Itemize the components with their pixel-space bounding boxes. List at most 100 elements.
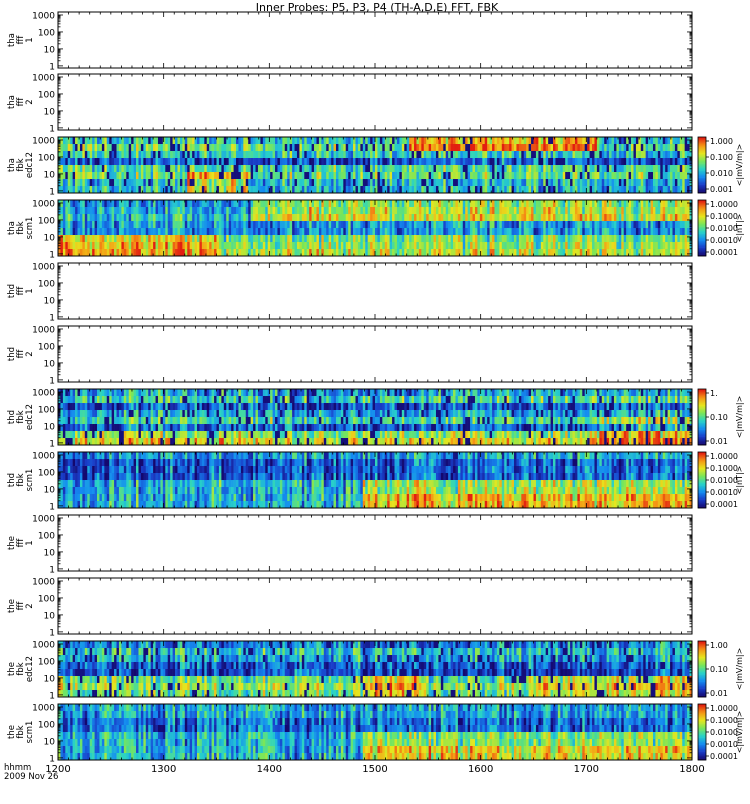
spectrogram-cell <box>480 151 483 158</box>
spectrogram-cell <box>309 235 312 242</box>
spectrogram-cell <box>143 137 146 144</box>
spectrogram-cell <box>685 207 688 214</box>
spectrogram-cell <box>414 144 417 151</box>
spectrogram-cell <box>229 172 232 179</box>
spectrogram-cell <box>353 221 356 228</box>
spectrogram-cell <box>97 165 100 172</box>
spectrogram-cell <box>499 214 502 221</box>
spectrogram-cell <box>75 242 78 249</box>
spectrogram-cell <box>646 186 649 193</box>
spectrogram-cell <box>353 249 356 256</box>
spectrogram-cell <box>412 186 415 193</box>
spectrogram-cell <box>217 200 220 207</box>
spectrogram-cell <box>482 228 485 235</box>
spectrogram-cell <box>158 242 161 249</box>
spectrogram-cell <box>577 228 580 235</box>
spectrogram-cell <box>512 137 515 144</box>
spectrogram-cell <box>195 179 198 186</box>
spectrogram-cell <box>226 207 229 214</box>
spectrogram-cell <box>75 221 78 228</box>
spectrogram-cell <box>68 249 71 256</box>
spectrogram-cell <box>304 158 307 165</box>
spectrogram-cell <box>465 200 468 207</box>
spectrogram-cell <box>153 207 156 214</box>
spectrogram-cell <box>141 214 144 221</box>
spectrogram-cell <box>153 200 156 207</box>
spectrogram-cell <box>665 186 668 193</box>
spectrogram-cell <box>687 179 690 186</box>
spectrogram-cell <box>185 207 188 214</box>
spectrogram-cell <box>626 179 629 186</box>
spectrogram-cell <box>121 144 124 151</box>
spectrogram-cell <box>107 235 110 242</box>
spectrogram-cell <box>441 172 444 179</box>
spectrogram-cell <box>636 186 639 193</box>
spectrogram-cell <box>399 137 402 144</box>
spectrogram-cell <box>395 235 398 242</box>
spectrogram-cell <box>331 214 334 221</box>
spectrogram-cell <box>526 144 529 151</box>
spectrogram-cell <box>212 235 215 242</box>
spectrogram-cell <box>295 186 298 193</box>
spectrogram-cell <box>626 221 629 228</box>
spectrogram-cell <box>677 242 680 249</box>
spectrogram-cell <box>307 186 310 193</box>
spectrogram-cell <box>363 221 366 228</box>
spectrogram-cell <box>395 179 398 186</box>
spectrogram-cell <box>65 186 68 193</box>
spectrogram-cell <box>502 249 505 256</box>
spectrogram-cell <box>551 186 554 193</box>
spectrogram-cell <box>629 186 632 193</box>
spectrogram-cell <box>677 179 680 186</box>
spectrogram-cell <box>158 249 161 256</box>
spectrogram-cell <box>285 179 288 186</box>
spectrogram-cell <box>358 172 361 179</box>
spectrogram-cell <box>265 179 268 186</box>
spectrogram-cell <box>63 242 66 249</box>
spectrogram-cell <box>92 137 95 144</box>
spectrogram-cell <box>326 158 329 165</box>
spectrogram-cell <box>75 137 78 144</box>
spectrogram-cell <box>670 172 673 179</box>
spectrogram-cell <box>519 242 522 249</box>
spectrogram-cell <box>548 221 551 228</box>
spectrogram-cell <box>70 186 73 193</box>
spectrogram-cell <box>360 144 363 151</box>
spectrogram-cell <box>665 165 668 172</box>
spectrogram-cell <box>63 158 66 165</box>
spectrogram-cell <box>124 172 127 179</box>
spectrogram-cell <box>426 214 429 221</box>
spectrogram-cell <box>180 214 183 221</box>
spectrogram-cell <box>316 179 319 186</box>
spectrogram-cell <box>253 186 256 193</box>
spectrogram-cell <box>314 200 317 207</box>
spectrogram-cell <box>146 221 149 228</box>
spectrogram-cell <box>612 235 615 242</box>
spectrogram-cell <box>677 200 680 207</box>
spectrogram-cell <box>473 235 476 242</box>
spectrogram-cell <box>524 207 527 214</box>
spectrogram-cell <box>134 137 137 144</box>
spectrogram-cell <box>355 242 358 249</box>
spectrogram-cell <box>331 151 334 158</box>
spectrogram-cell <box>314 137 317 144</box>
spectrogram-cell <box>73 172 76 179</box>
spectrogram-cell <box>134 221 137 228</box>
spectrogram-cell <box>555 186 558 193</box>
spectrogram-cell <box>207 235 210 242</box>
spectrogram-cell <box>655 158 658 165</box>
spectrogram-cell <box>321 172 324 179</box>
spectrogram-cell <box>485 158 488 165</box>
spectrogram-cell <box>395 172 398 179</box>
spectrogram-cell <box>614 165 617 172</box>
spectrogram-cell <box>331 242 334 249</box>
spectrogram-cell <box>543 228 546 235</box>
spectrogram-cell <box>292 137 295 144</box>
spectrogram-cell <box>202 249 205 256</box>
spectrogram-cell <box>231 207 234 214</box>
spectrogram-cell <box>324 165 327 172</box>
spectrogram-cell <box>646 228 649 235</box>
spectrogram-cell <box>109 151 112 158</box>
spectrogram-cell <box>307 137 310 144</box>
spectrogram-cell <box>195 165 198 172</box>
